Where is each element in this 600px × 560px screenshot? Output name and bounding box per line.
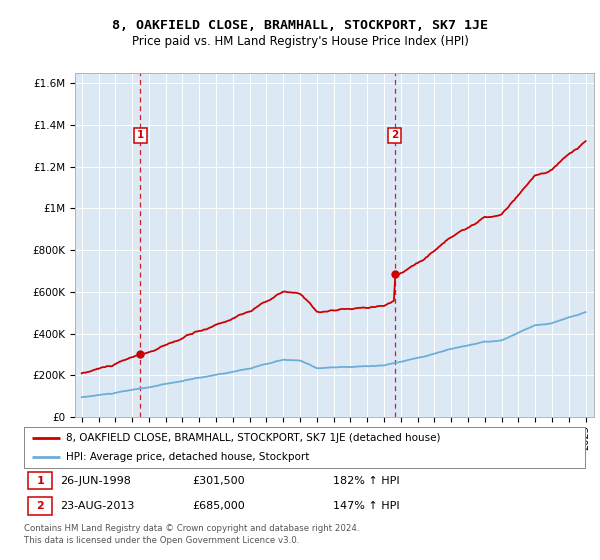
Text: 23-AUG-2013: 23-AUG-2013 xyxy=(61,501,135,511)
Text: Contains HM Land Registry data © Crown copyright and database right 2024.
This d: Contains HM Land Registry data © Crown c… xyxy=(24,524,359,545)
Text: 2: 2 xyxy=(391,130,398,141)
Text: 147% ↑ HPI: 147% ↑ HPI xyxy=(332,501,399,511)
Text: £301,500: £301,500 xyxy=(192,475,245,486)
FancyBboxPatch shape xyxy=(28,497,52,515)
Text: 2: 2 xyxy=(37,501,44,511)
Text: 1: 1 xyxy=(137,130,144,141)
Text: 182% ↑ HPI: 182% ↑ HPI xyxy=(332,475,399,486)
Text: 8, OAKFIELD CLOSE, BRAMHALL, STOCKPORT, SK7 1JE: 8, OAKFIELD CLOSE, BRAMHALL, STOCKPORT, … xyxy=(112,18,488,32)
Text: 8, OAKFIELD CLOSE, BRAMHALL, STOCKPORT, SK7 1JE (detached house): 8, OAKFIELD CLOSE, BRAMHALL, STOCKPORT, … xyxy=(66,433,440,443)
Text: 1: 1 xyxy=(37,475,44,486)
Text: Price paid vs. HM Land Registry's House Price Index (HPI): Price paid vs. HM Land Registry's House … xyxy=(131,35,469,49)
Text: £685,000: £685,000 xyxy=(192,501,245,511)
Text: HPI: Average price, detached house, Stockport: HPI: Average price, detached house, Stoc… xyxy=(66,451,310,461)
FancyBboxPatch shape xyxy=(28,472,52,489)
Text: 26-JUN-1998: 26-JUN-1998 xyxy=(61,475,131,486)
